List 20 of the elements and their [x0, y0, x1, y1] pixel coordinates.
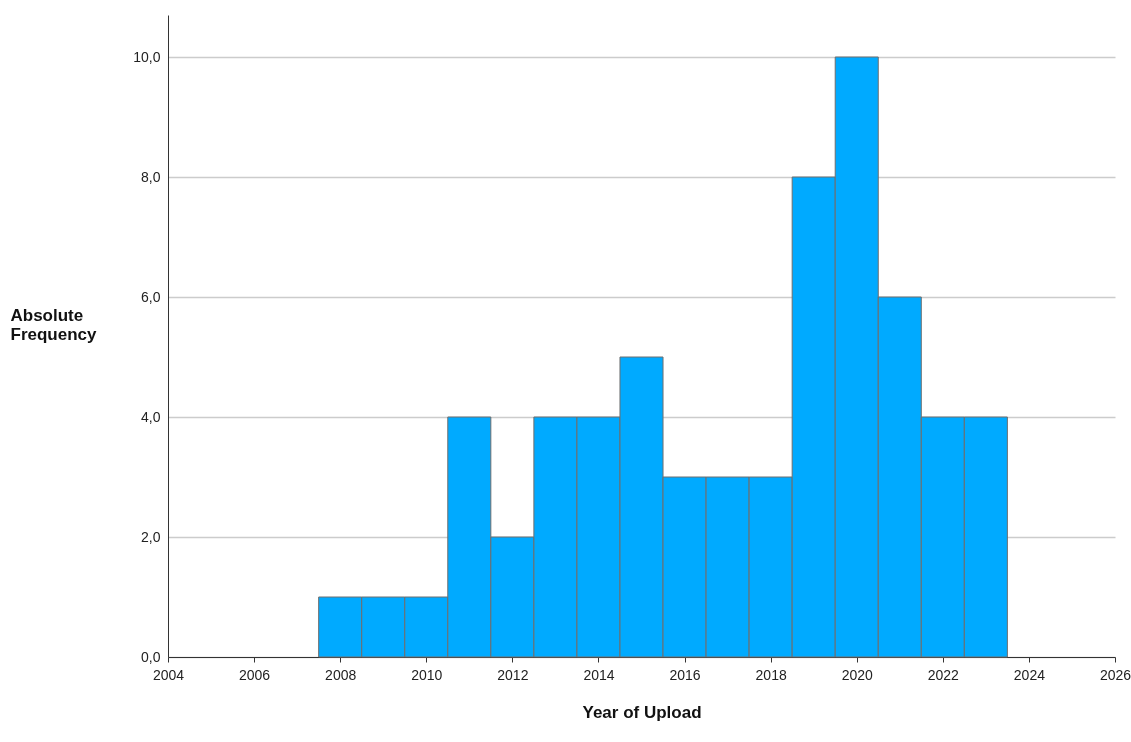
y-tick-label: 10,0 [133, 48, 161, 65]
x-tick-label: 2022 [927, 666, 960, 683]
x-tick-label: 2018 [755, 666, 787, 683]
y-tick-label: 0,0 [141, 648, 161, 665]
x-tick-label: 2020 [841, 666, 874, 683]
x-tick-label: 2008 [325, 666, 357, 683]
x-tick-label: 2012 [497, 666, 529, 683]
x-tick-label: 2006 [239, 666, 271, 683]
x-axis-title: Year of Upload [582, 702, 702, 722]
y-tick-label: 8,0 [141, 168, 161, 185]
x-tick-label: 2026 [1099, 666, 1131, 683]
x-tick-label: 2016 [669, 666, 701, 683]
y-tick-label: 4,0 [141, 408, 161, 425]
y-tick-label: 6,0 [141, 288, 161, 305]
x-tick-label: 2024 [1013, 666, 1046, 683]
x-tick-label: 2010 [411, 666, 443, 683]
x-tick-label: 2014 [583, 666, 615, 683]
x-tick-label: 2004 [152, 666, 185, 683]
y-axis-title: Absolute Frequency [10, 305, 98, 344]
y-tick-label: 2,0 [141, 528, 161, 545]
